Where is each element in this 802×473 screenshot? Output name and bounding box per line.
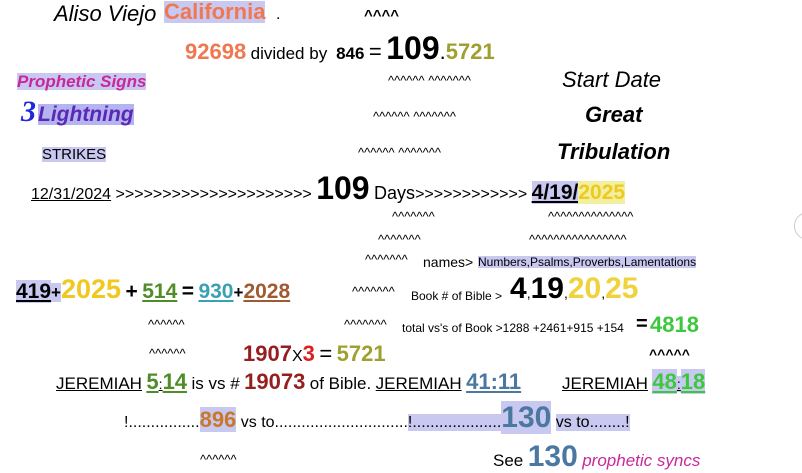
result-integer: 109 <box>386 30 440 66</box>
countdown-row: 12/31/2024 >>>>>>>>>>>>>>>>>>>>> 109 Day… <box>31 170 626 206</box>
carets-row7-b: ^^^^^^^^^^^^^^ <box>548 209 634 224</box>
colon-1: : <box>158 376 163 392</box>
carets-row15: ^^^^^^ <box>200 452 237 467</box>
vs-to-2: vs to........! <box>555 414 630 431</box>
plus-2: + <box>125 280 138 303</box>
lightning-label: Lightning <box>38 103 134 126</box>
carets-row10: ^^^^^^^ <box>352 284 395 299</box>
city-name: Aliso Viejo <box>54 1 157 26</box>
times-sign: X <box>291 348 303 365</box>
num-130: 130 <box>501 401 552 434</box>
jeremiah-1: JEREMIAH <box>56 374 142 393</box>
num-3: 3 <box>302 341 315 366</box>
names-label: names> <box>423 254 474 270</box>
num-930: 930 <box>198 280 234 303</box>
carets-row7-a: ^^^^^^^ <box>392 209 435 224</box>
lightning-count: 3 <box>21 95 36 128</box>
verse-number: 19073 <box>244 369 306 394</box>
num-896: 896 <box>199 407 237 432</box>
carets-top: ^^^^ <box>364 7 400 24</box>
num-130-bottom: 130 <box>527 440 578 473</box>
days-count: 109 <box>316 170 370 206</box>
book-number-19: 19 <box>530 272 564 305</box>
jeremiah-3-verse: 18 <box>680 369 706 394</box>
num-1907: 1907 <box>243 341 292 366</box>
carets-row9: ^^^^^^^ <box>365 252 408 267</box>
period: . <box>276 6 281 23</box>
carets-row5: ^^^^^^ ^^^^^^^ <box>358 145 441 160</box>
zip-division-equation: 92698 divided by 846 = 109.5721 <box>185 32 495 64</box>
multiply-equation: 1907X3 = 5721 <box>243 343 386 365</box>
equals-2: = <box>181 280 194 303</box>
vs-to-1: vs to.............................. <box>240 414 408 431</box>
see-text: See <box>493 451 524 470</box>
jeremiah-3-chapter: 48 <box>652 369 677 394</box>
strikes-label: STRIKES <box>42 146 107 163</box>
see-syncs-row: See 130 prophetic syncs <box>493 442 700 472</box>
of-bible-text: of Bible. <box>309 374 372 393</box>
book-number-20: 20 <box>567 272 602 305</box>
end-date-month-day: 4/19/ <box>531 181 579 204</box>
divisor: 846 <box>336 44 365 63</box>
book-number-label: Book # of Bible > <box>411 289 503 303</box>
end-date-year: 2025 <box>578 181 626 204</box>
zip-code: 92698 <box>185 39 247 64</box>
carets-row4: ^^^^^^ ^^^^^^^ <box>373 109 456 124</box>
dots-2: !.................... <box>407 414 502 431</box>
scroll-handle[interactable] <box>794 212 802 240</box>
jeremiah-2-ref: 41:11 <box>466 369 522 394</box>
book-number-25: 25 <box>605 272 639 305</box>
num-2028: 2028 <box>243 280 291 303</box>
equals-3: = <box>636 313 648 335</box>
dots-1: !................ <box>124 414 200 431</box>
total-verses-value: 4818 <box>650 312 699 337</box>
arrows-left: >>>>>>>>>>>>>>>>>>>>> <box>115 186 312 203</box>
book-names-list: Numbers,Psalms,Proverbs,Lamentations <box>478 255 697 269</box>
jeremiah-3-block: JEREMIAH 48:18 <box>562 369 706 394</box>
total-verses-label: total vs's of Book >1288 +2461+915 +154 <box>402 321 624 335</box>
book-number-4: 4 <box>510 272 527 305</box>
plus-1: + <box>51 283 61 302</box>
start-date-label: Start Date <box>562 67 662 92</box>
decimal-point: . <box>439 39 446 64</box>
verse-range-row: !................896 vs to..............… <box>124 401 630 434</box>
carets-row11-b: ^^^^^^^ <box>344 317 387 332</box>
num-419: 419 <box>16 280 52 303</box>
carets-row8-a: ^^^^^^^ <box>378 232 421 247</box>
divided-by-text: divided by <box>250 44 328 63</box>
carets-row8-b: ^^^^^^^^^^^^^^^^ <box>529 232 627 247</box>
num-514: 514 <box>142 280 178 303</box>
year-2025: 2025 <box>60 274 122 304</box>
days-word: Days <box>374 183 416 203</box>
equals-sign: = <box>368 39 382 64</box>
carets-row12-b: ^^^^^ <box>649 346 690 362</box>
start-date-value: 12/31/2024 <box>31 186 112 203</box>
colon-3: : <box>676 376 681 392</box>
plus-3: + <box>233 283 244 302</box>
book-numbers: 4,19,20,25 <box>510 272 639 305</box>
carets-row3: ^^^^^^ ^^^^^^^ <box>388 73 471 88</box>
carets-row12-a: ^^^^^^ <box>149 346 186 361</box>
num-5721: 5721 <box>336 341 386 366</box>
sum-equation: 419+2025 + 514 = 930+2028 <box>16 276 290 303</box>
prophetic-signs-label: Prophetic Signs <box>17 72 147 91</box>
jeremiah-row: JEREMIAH 5:14 is vs # 19073 of Bible. JE… <box>56 371 521 393</box>
arrows-right: >>>>>>>>>>>> <box>415 186 528 203</box>
great-label: Great <box>585 102 643 127</box>
jeremiah-2: JEREMIAH <box>375 374 462 393</box>
state-name: California <box>164 0 266 24</box>
jeremiah-3: JEREMIAH <box>562 374 648 393</box>
jeremiah-1-verse: 14 <box>162 369 188 394</box>
is-vs-text: is vs # <box>191 374 240 393</box>
carets-row11-a: ^^^^^^ <box>148 317 185 332</box>
equals-4: = <box>319 341 333 366</box>
prophetic-syncs-link[interactable]: prophetic syncs <box>582 451 701 470</box>
jeremiah-1-chapter: 5 <box>146 369 159 394</box>
tribulation-label: Tribulation <box>557 139 671 164</box>
result-decimal: 5721 <box>445 39 495 64</box>
